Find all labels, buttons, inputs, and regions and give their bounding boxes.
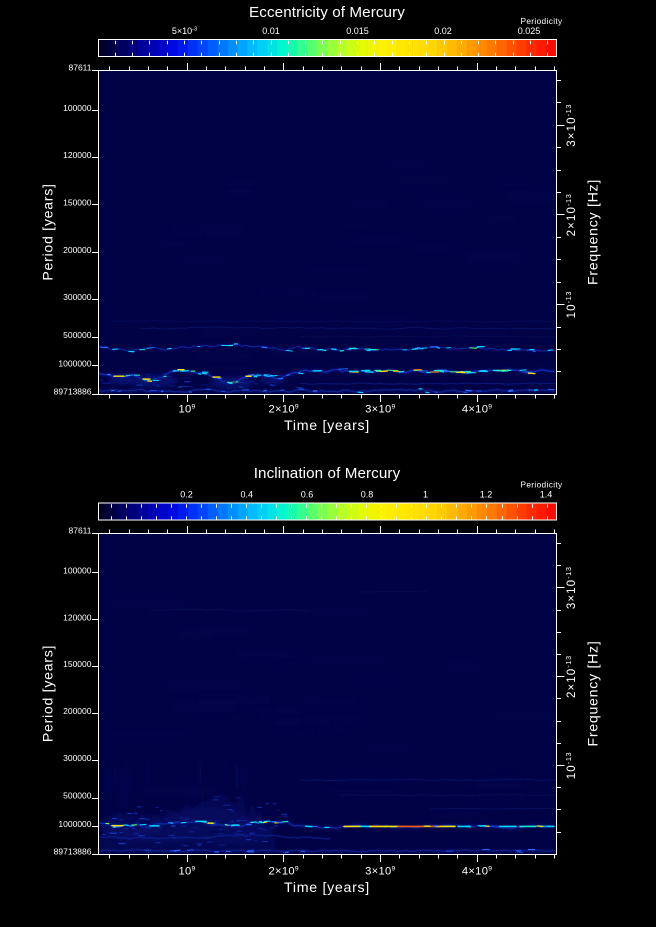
svg-text:1000000: 1000000 [58, 819, 91, 829]
svg-text:0.8: 0.8 [361, 490, 374, 500]
svg-text:2×109: 2×109 [268, 865, 298, 877]
svg-text:3×109: 3×109 [365, 865, 395, 877]
svg-text:1000000: 1000000 [58, 359, 91, 369]
svg-text:89713886: 89713886 [54, 387, 92, 397]
svg-text:1.2: 1.2 [480, 490, 493, 500]
svg-text:Time [years]: Time [years] [284, 880, 370, 896]
svg-text:Frequency [Hz]: Frequency [Hz] [586, 179, 602, 285]
svg-text:2×109: 2×109 [268, 403, 298, 415]
svg-text:0.015: 0.015 [346, 26, 369, 36]
svg-text:89713886: 89713886 [54, 847, 92, 857]
svg-text:5×10-3: 5×10-3 [172, 26, 197, 36]
svg-text:109: 109 [179, 865, 196, 877]
svg-text:100000: 100000 [63, 103, 92, 113]
svg-text:120000: 120000 [63, 612, 92, 622]
svg-text:1: 1 [423, 490, 428, 500]
svg-text:Periodicity: Periodicity [520, 16, 563, 26]
svg-text:Periodicity: Periodicity [520, 480, 563, 490]
svg-text:87611: 87611 [68, 526, 91, 536]
svg-text:200000: 200000 [63, 245, 92, 255]
svg-text:3×109: 3×109 [365, 403, 395, 415]
svg-text:0.02: 0.02 [434, 26, 452, 36]
svg-text:4×109: 4×109 [462, 865, 492, 877]
svg-text:500000: 500000 [63, 330, 92, 340]
svg-text:500000: 500000 [63, 791, 92, 801]
svg-text:150000: 150000 [63, 197, 92, 207]
svg-text:300000: 300000 [63, 292, 92, 302]
svg-text:87611: 87611 [68, 63, 91, 73]
svg-text:300000: 300000 [63, 753, 92, 763]
svg-text:109: 109 [179, 403, 196, 415]
svg-text:Time [years]: Time [years] [284, 418, 370, 434]
svg-text:120000: 120000 [63, 150, 92, 160]
svg-text:200000: 200000 [63, 706, 92, 716]
svg-text:0.2: 0.2 [180, 490, 193, 500]
svg-text:Inclination of Mercury: Inclination of Mercury [254, 465, 401, 482]
svg-text:0.01: 0.01 [262, 26, 280, 36]
svg-text:0.025: 0.025 [518, 26, 541, 36]
svg-text:0.4: 0.4 [240, 490, 253, 500]
svg-text:Eccentricity of Mercury: Eccentricity of Mercury [249, 4, 405, 21]
svg-text:150000: 150000 [63, 659, 92, 669]
svg-text:Frequency [Hz]: Frequency [Hz] [586, 641, 602, 747]
svg-text:0.6: 0.6 [301, 490, 314, 500]
svg-text:100000: 100000 [63, 565, 92, 575]
svg-text:4×109: 4×109 [462, 403, 492, 415]
svg-text:Period [years]: Period [years] [41, 183, 57, 280]
svg-text:1.4: 1.4 [540, 490, 553, 500]
svg-text:Period [years]: Period [years] [41, 645, 57, 742]
